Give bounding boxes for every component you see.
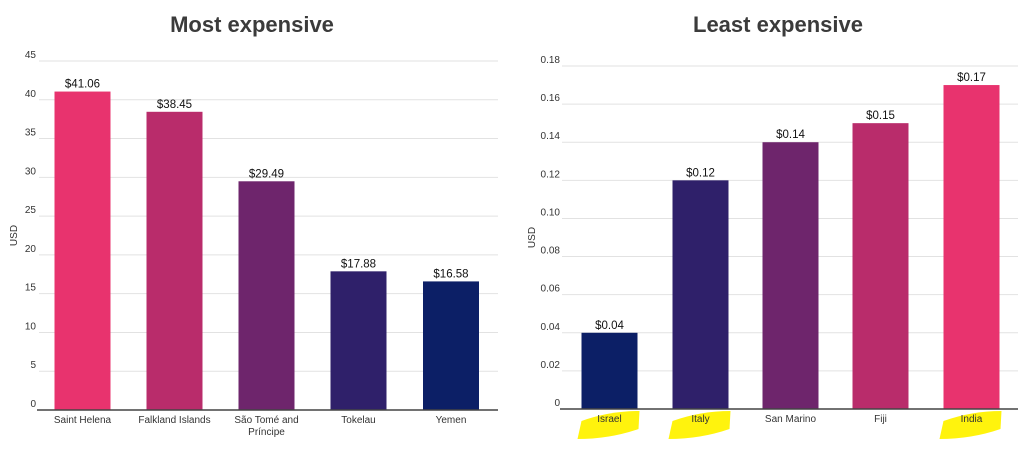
left-bar [54,91,111,411]
right-x-tick-label: Israel [597,414,621,425]
right-bar-value-label: $0.17 [957,72,986,84]
right-x-tick-label: San Marino [765,414,817,425]
right-y-tick-label: 0.10 [541,207,561,218]
least-expensive-chart: Least expensive 0 0.02 0.04 0.06 0.08 0.10 0.12… [516,0,1032,444]
left-y-tick-label: 45 [25,50,37,61]
right-bar [943,85,1000,410]
left-y-tick-label: 15 [25,283,37,294]
right-bar-value-label: $0.14 [776,129,805,141]
right-y-tick-label: 0.08 [541,246,561,257]
left-y-axis-label: USD [9,225,20,246]
right-chart-title: Least expensive [693,12,863,37]
right-bar [672,180,729,409]
right-x-tick-label: Fiji [874,414,887,425]
right-y-tick-label: 0.06 [541,284,561,295]
right-bar [581,332,638,409]
left-x-tick-label: São Tomé and [234,415,298,426]
right-highlighter-mark [577,411,640,439]
left-bar-value-label: $17.88 [341,258,376,270]
right-y-tick-label: 0.02 [541,360,561,371]
left-y-tick-label: 40 [25,89,37,100]
right-highlighter-mark [668,411,731,439]
left-x-tick-label: Saint Helena [54,415,112,426]
right-y-tick-label: 0.16 [541,93,561,104]
right-y-tick-label: 0.04 [541,322,561,333]
left-x-tick-label: Yemen [436,415,467,426]
left-bar-value-label: $16.58 [433,268,468,280]
left-y-tick-label: 25 [25,205,37,216]
left-chart-title: Most expensive [170,12,334,37]
right-x-tick-label: India [961,414,983,425]
least-expensive-svg: Least expensive 0 0.02 0.04 0.06 0.08 0.10 0.12… [527,12,1018,439]
right-y-tick-label: 0.18 [541,55,561,66]
left-y-tick-label: 20 [25,244,37,255]
right-highlighter-mark [939,411,1002,439]
right-bar [852,123,909,410]
left-x-tick-label: Falkland Islands [138,415,210,426]
left-y-tick-label: 5 [30,360,36,371]
left-y-tick-label: 30 [25,166,37,177]
right-bar-value-label: $0.04 [595,320,624,332]
left-y-tick-label: 0 [30,399,36,410]
right-y-tick-label: 0.14 [541,131,561,142]
left-bar [330,271,387,410]
left-bar [423,281,479,410]
most-expensive-chart: Most expensive 0 5 10 15 20 25 30 35 40 45 USD $41.0… [0,0,516,444]
right-y-tick-label: 0.12 [541,169,561,180]
right-y-tick-label: 0 [554,398,560,409]
left-bar [146,111,203,410]
right-x-tick-label: Italy [691,414,709,425]
right-bar-value-label: $0.12 [686,167,715,179]
left-bar [238,181,295,410]
right-bar-value-label: $0.15 [866,110,895,122]
left-x-tick-label: Príncipe [248,427,285,438]
left-bar-value-label: $41.06 [65,79,100,91]
left-y-tick-label: 10 [25,321,37,332]
left-y-tick-label: 35 [25,128,37,139]
left-bar-value-label: $29.49 [249,168,284,180]
most-expensive-svg: Most expensive 0 5 10 15 20 25 30 35 40 45 USD $41.0… [9,12,498,438]
left-bar-value-label: $38.45 [157,99,192,111]
right-bar [762,142,819,409]
left-x-tick-label: Tokelau [341,415,375,426]
right-y-axis-label: USD [527,227,538,248]
